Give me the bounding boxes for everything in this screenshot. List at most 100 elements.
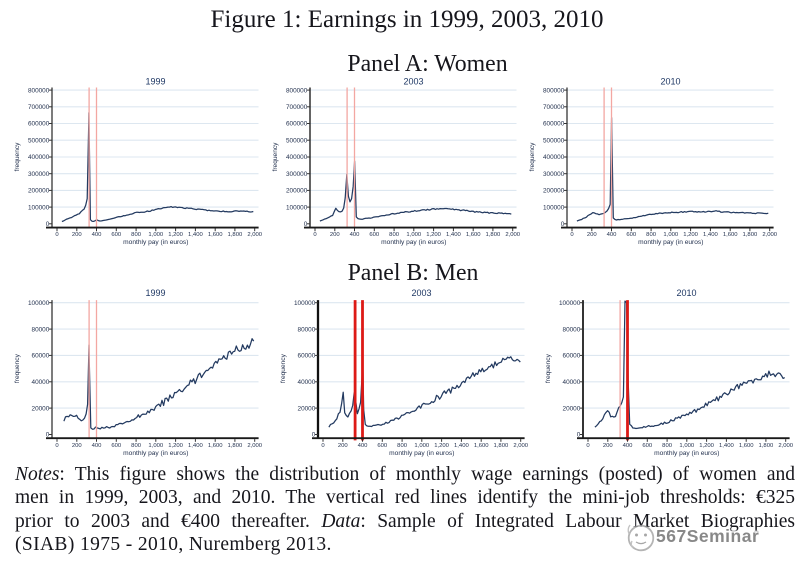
svg-text:800: 800 — [389, 232, 400, 238]
svg-text:700000: 700000 — [286, 104, 308, 111]
svg-text:1999: 1999 — [145, 76, 165, 86]
svg-text:20000: 20000 — [563, 405, 581, 412]
svg-text:0: 0 — [312, 432, 316, 439]
svg-text:1,800: 1,800 — [228, 443, 243, 449]
svg-text:monthly pay (in euros): monthly pay (in euros) — [638, 239, 703, 246]
svg-text:2003: 2003 — [411, 288, 431, 298]
svg-text:1,000: 1,000 — [406, 232, 421, 238]
svg-text:400000: 400000 — [28, 154, 50, 161]
svg-text:1,400: 1,400 — [454, 443, 469, 449]
svg-text:1,600: 1,600 — [208, 232, 223, 238]
svg-text:800000: 800000 — [543, 87, 565, 94]
svg-text:2,000: 2,000 — [247, 443, 262, 449]
svg-text:200: 200 — [587, 232, 598, 238]
svg-text:100000: 100000 — [28, 204, 50, 211]
svg-text:2,000: 2,000 — [505, 232, 520, 238]
svg-text:800000: 800000 — [286, 87, 308, 94]
svg-text:1,400: 1,400 — [188, 232, 203, 238]
svg-text:600: 600 — [626, 232, 637, 238]
svg-text:1,000: 1,000 — [679, 443, 694, 449]
svg-text:1999: 1999 — [145, 288, 165, 298]
svg-text:400000: 400000 — [543, 154, 565, 161]
svg-text:200000: 200000 — [28, 188, 50, 195]
svg-text:600: 600 — [111, 443, 122, 449]
svg-text:700000: 700000 — [28, 104, 50, 111]
svg-text:1,600: 1,600 — [466, 232, 481, 238]
svg-text:40000: 40000 — [298, 379, 316, 386]
svg-text:300000: 300000 — [28, 171, 50, 178]
svg-text:400: 400 — [92, 232, 103, 238]
svg-text:1,600: 1,600 — [739, 443, 754, 449]
svg-text:monthly pay (in euros): monthly pay (in euros) — [654, 450, 719, 457]
svg-text:0: 0 — [570, 232, 574, 238]
svg-text:1,400: 1,400 — [703, 232, 718, 238]
svg-text:frequency: frequency — [14, 142, 21, 172]
svg-text:200000: 200000 — [543, 188, 565, 195]
svg-text:600000: 600000 — [28, 121, 50, 128]
svg-text:60000: 60000 — [32, 353, 50, 360]
svg-text:20000: 20000 — [298, 405, 316, 412]
svg-text:1,200: 1,200 — [683, 232, 698, 238]
svg-text:monthly pay (in euros): monthly pay (in euros) — [123, 450, 188, 457]
svg-text:40000: 40000 — [563, 379, 581, 386]
svg-text:80000: 80000 — [298, 326, 316, 333]
svg-text:1,200: 1,200 — [434, 443, 449, 449]
svg-text:0: 0 — [55, 232, 59, 238]
svg-text:1,600: 1,600 — [208, 443, 223, 449]
svg-text:1,400: 1,400 — [446, 232, 461, 238]
svg-text:2,000: 2,000 — [247, 232, 262, 238]
svg-text:500000: 500000 — [286, 137, 308, 144]
svg-text:600: 600 — [642, 443, 653, 449]
svg-text:1,800: 1,800 — [743, 232, 758, 238]
svg-text:1,200: 1,200 — [426, 232, 441, 238]
svg-text:100000: 100000 — [294, 300, 316, 307]
svg-text:200000: 200000 — [286, 188, 308, 195]
svg-text:frequency: frequency — [529, 142, 536, 172]
svg-text:200: 200 — [72, 232, 83, 238]
svg-text:800: 800 — [662, 443, 673, 449]
svg-text:0: 0 — [46, 432, 50, 439]
svg-text:1,000: 1,000 — [414, 443, 429, 449]
svg-text:300000: 300000 — [286, 171, 308, 178]
svg-text:500000: 500000 — [543, 137, 565, 144]
svg-text:1,000: 1,000 — [148, 443, 163, 449]
svg-text:80000: 80000 — [32, 326, 50, 333]
svg-text:100000: 100000 — [559, 300, 581, 307]
svg-text:700000: 700000 — [543, 104, 565, 111]
svg-text:600: 600 — [111, 232, 122, 238]
svg-text:2,000: 2,000 — [513, 443, 528, 449]
svg-text:monthly pay (in euros): monthly pay (in euros) — [123, 239, 188, 246]
svg-text:frequency: frequency — [14, 353, 21, 383]
svg-text:1,000: 1,000 — [148, 232, 163, 238]
svg-text:80000: 80000 — [563, 326, 581, 333]
svg-text:1,400: 1,400 — [188, 443, 203, 449]
svg-text:1,200: 1,200 — [168, 232, 183, 238]
svg-text:800: 800 — [131, 443, 142, 449]
svg-text:1,200: 1,200 — [168, 443, 183, 449]
svg-text:0: 0 — [321, 443, 325, 449]
svg-text:400: 400 — [350, 232, 361, 238]
svg-text:200: 200 — [72, 443, 83, 449]
svg-text:0: 0 — [304, 221, 308, 228]
svg-text:20000: 20000 — [32, 405, 50, 412]
svg-text:frequency: frequency — [272, 142, 279, 172]
svg-text:200: 200 — [603, 443, 614, 449]
svg-text:400: 400 — [607, 232, 618, 238]
svg-text:40000: 40000 — [32, 379, 50, 386]
svg-text:1,800: 1,800 — [494, 443, 509, 449]
svg-text:2,000: 2,000 — [778, 443, 793, 449]
svg-text:1,200: 1,200 — [699, 443, 714, 449]
svg-text:600000: 600000 — [286, 121, 308, 128]
svg-text:frequency: frequency — [280, 353, 287, 383]
svg-text:100000: 100000 — [28, 300, 50, 307]
svg-text:100000: 100000 — [286, 204, 308, 211]
svg-text:800: 800 — [131, 232, 142, 238]
svg-text:400: 400 — [92, 443, 103, 449]
svg-text:0: 0 — [586, 443, 590, 449]
svg-text:1,800: 1,800 — [228, 232, 243, 238]
svg-text:100000: 100000 — [543, 204, 565, 211]
svg-text:800: 800 — [397, 443, 408, 449]
svg-text:400: 400 — [623, 443, 634, 449]
svg-text:1,800: 1,800 — [486, 232, 501, 238]
svg-text:400000: 400000 — [286, 154, 308, 161]
